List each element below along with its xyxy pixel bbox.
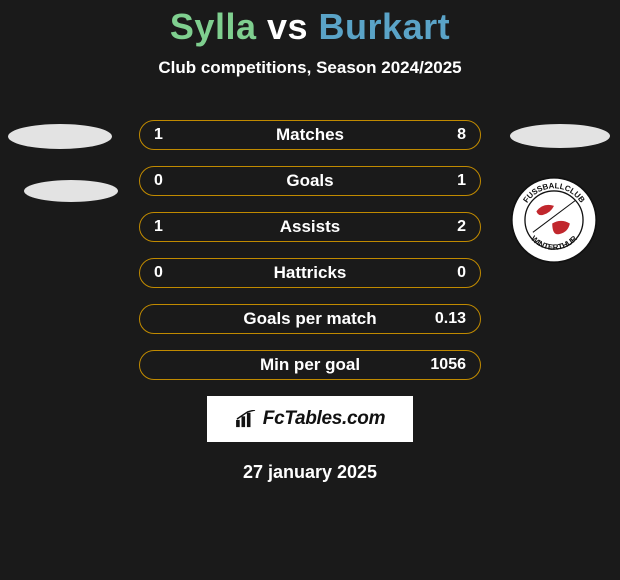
title-vs: vs bbox=[267, 6, 308, 47]
subtitle: Club competitions, Season 2024/2025 bbox=[0, 58, 620, 78]
stat-right-value: 1056 bbox=[430, 356, 466, 374]
fctables-logo-text: FcTables.com bbox=[263, 408, 385, 430]
stat-label: Min per goal bbox=[260, 355, 360, 375]
stat-label: Goals per match bbox=[243, 309, 376, 329]
fctables-logo-icon bbox=[235, 410, 257, 428]
stat-row: 1 Matches 8 bbox=[139, 120, 481, 150]
stat-right-value: 0 bbox=[457, 264, 466, 282]
comparison-card: Sylla vs Burkart Club competitions, Seas… bbox=[0, 0, 620, 580]
stat-row: Goals per match 0.13 bbox=[139, 304, 481, 334]
stat-right-value: 8 bbox=[457, 126, 466, 144]
stat-left-value: 1 bbox=[154, 126, 163, 144]
stat-left-value: 1 bbox=[154, 218, 163, 236]
stat-row: 0 Hattricks 0 bbox=[139, 258, 481, 288]
stat-row: 0 Goals 1 bbox=[139, 166, 481, 196]
title-player2: Burkart bbox=[319, 6, 451, 47]
stat-label: Matches bbox=[276, 125, 344, 145]
fctables-link[interactable]: FcTables.com bbox=[207, 396, 413, 442]
stat-label: Assists bbox=[280, 217, 340, 237]
stat-left-value: 0 bbox=[154, 172, 163, 190]
title-player1: Sylla bbox=[170, 6, 257, 47]
page-title: Sylla vs Burkart bbox=[0, 6, 620, 48]
stat-left-value: 0 bbox=[154, 264, 163, 282]
stat-label: Hattricks bbox=[274, 263, 347, 283]
date-text: 27 january 2025 bbox=[0, 462, 620, 483]
stat-right-value: 2 bbox=[457, 218, 466, 236]
stat-right-value: 1 bbox=[457, 172, 466, 190]
stat-label: Goals bbox=[286, 171, 333, 191]
stat-row: 1 Assists 2 bbox=[139, 212, 481, 242]
stat-right-value: 0.13 bbox=[435, 310, 466, 328]
stats-list: 1 Matches 8 0 Goals 1 1 Assists 2 0 Hatt… bbox=[0, 120, 620, 380]
stat-row: Min per goal 1056 bbox=[139, 350, 481, 380]
